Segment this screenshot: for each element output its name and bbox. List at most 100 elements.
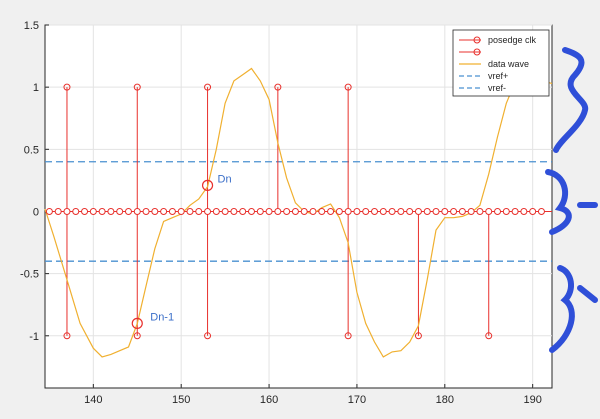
zero-marker [247,207,255,215]
legend-box [452,29,550,97]
zero-markers [45,207,545,215]
highlight-marker [201,179,214,191]
legend-label: vref+ [488,71,508,81]
zero-marker [230,207,238,215]
zero-marker [98,207,106,215]
clk-low-marker [63,332,71,340]
zero-marker [116,207,124,215]
zero-marker [63,207,71,215]
x-tick-label: 180 [436,394,454,406]
zero-marker [309,207,317,215]
brace-middle [545,169,572,235]
zero-marker [529,207,537,215]
clk-high-marker [274,83,282,91]
zero-marker [397,207,405,215]
brace-top [553,47,589,153]
zero-marker [212,207,220,215]
zero-marker [388,207,396,215]
zero-marker [54,207,62,215]
brace-bottom-dash [577,285,598,303]
clk-low-marker [414,332,422,340]
zero-marker [221,207,229,215]
brace-bottom [549,265,575,353]
y-tick-label: 1.5 [24,20,39,32]
zero-marker [458,207,466,215]
x-tick-label: 140 [84,394,102,406]
highlight-marker [131,317,143,329]
zero-marker [45,207,53,215]
legend-stem-marker [473,36,481,44]
highlight-markers: Dn Dn-1 [131,173,232,329]
zero-marker [467,207,475,215]
zero-marker [283,207,291,215]
clk-high-marker [133,83,141,91]
zero-marker [371,207,379,215]
clk-low-marker [204,332,212,340]
zero-marker [511,207,519,215]
zero-marker [274,207,282,215]
clk-high-marker [204,83,212,91]
zero-marker [291,207,299,215]
legend-label: data wave [488,59,529,69]
zero-marker [335,207,343,215]
zero-marker [133,207,141,215]
clk-low-marker [485,332,493,340]
zero-marker [265,207,273,215]
zero-marker [327,207,335,215]
clk-high-marker [63,83,71,91]
zero-marker [441,207,449,215]
zero-marker [142,207,150,215]
zero-marker [414,207,422,215]
clk-low-marker [133,332,141,340]
vref-lines [45,161,552,262]
zero-marker [353,207,361,215]
y-tick-label: -0.5 [20,269,39,281]
zero-marker [485,207,493,215]
zero-marker [186,207,194,215]
zero-marker [124,207,132,215]
zero-marker [300,207,308,215]
zero-marker [81,207,89,215]
zero-marker [151,207,159,215]
x-tick-label: 190 [523,394,541,406]
zero-marker [450,207,458,215]
zero-marker [502,207,510,215]
legend-label: posedge clk [488,35,537,45]
zero-marker [72,207,80,215]
highlight-label: Dn [218,173,232,185]
y-tick-label: 0.5 [24,144,39,156]
zero-marker [476,207,484,215]
zero-marker [89,207,97,215]
axis-ticks: 140 150 160 170 180 190 -1 -0.5 0 0.5 1 1.5 [20,20,542,406]
zero-marker [168,207,176,215]
legend-label: vref- [488,83,506,93]
zero-marker [107,207,115,215]
zero-marker [406,207,414,215]
clk-high-marker [344,83,352,91]
zero-marker [520,207,528,215]
zero-marker [318,207,326,215]
clk-low-marker [344,332,352,340]
zero-marker [362,207,370,215]
x-tick-label: 150 [172,394,190,406]
legend-stem-marker [473,48,481,56]
zero-marker [239,207,247,215]
y-tick-label: 1 [33,82,39,94]
y-tick-label: -1 [29,331,39,343]
y-tick-label: 0 [33,206,39,218]
zero-marker [256,207,264,215]
zero-marker [494,207,502,215]
zero-marker [379,207,387,215]
zero-marker [423,207,431,215]
zero-marker [195,207,203,215]
x-tick-label: 160 [260,394,278,406]
x-tick-label: 170 [348,394,366,406]
zero-marker [537,207,545,215]
zero-marker [177,207,185,215]
hand-drawn-braces [545,47,598,353]
highlight-label: Dn-1 [150,311,174,323]
legend[interactable]: posedge clk data wave vref+ vref- [452,29,550,97]
zero-marker [204,207,212,215]
zero-marker [160,207,168,215]
